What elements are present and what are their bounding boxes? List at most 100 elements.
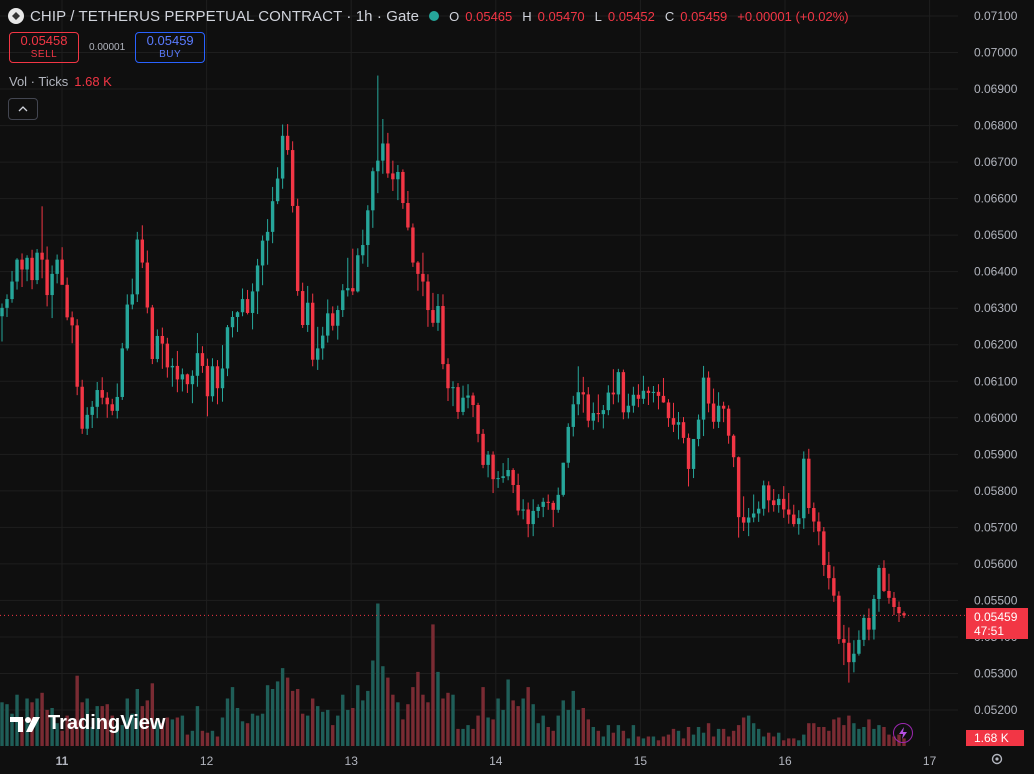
volume-bar (60, 730, 64, 746)
volume-bar (85, 698, 89, 746)
price-tick-label: 0.06000 (974, 411, 1018, 425)
candle-body (105, 397, 109, 405)
candle-body (536, 506, 540, 511)
candle-body (381, 143, 385, 161)
volume-bar (822, 727, 826, 746)
volume-bar (666, 734, 671, 746)
price-axis[interactable]: 0.07100 0.07000 0.06900 0.06800 0.06700 0.066… (974, 9, 1018, 717)
candle-body (150, 307, 155, 359)
volume-bar (225, 698, 230, 746)
price-tick-label: 0.06400 (974, 265, 1018, 279)
volume-bar (611, 732, 616, 746)
symbol-title[interactable]: CHIP / TETHERUS PERPETUAL CONTRACT · 1h … (30, 7, 420, 25)
candle-body (331, 313, 335, 326)
volume-bar (506, 679, 510, 746)
volume-bar (656, 740, 661, 746)
sell-label: SELL (30, 48, 58, 60)
candle-body (596, 413, 601, 415)
volume-bar (802, 734, 806, 746)
candle-body (270, 201, 275, 232)
candle-body (290, 150, 295, 206)
volume-bar (265, 685, 270, 746)
volume-bar (215, 736, 220, 746)
volume-bar (260, 713, 265, 746)
candle-body (40, 252, 44, 260)
candle-body (631, 394, 636, 406)
candle-body (897, 606, 901, 614)
volume-bar (746, 715, 751, 746)
candle-body (586, 394, 591, 421)
price-tick-label: 0.07000 (974, 46, 1018, 60)
volume-legend[interactable]: Vol · Ticks 1.68 K (9, 74, 112, 89)
volume-bar (150, 683, 155, 746)
candle-body (275, 178, 280, 202)
candle-body (902, 613, 906, 616)
candle-body (310, 302, 315, 360)
buy-button[interactable]: 0.05459 BUY (135, 32, 206, 63)
candle-body (852, 653, 856, 663)
volume-bar (777, 732, 781, 746)
volume-bar (591, 727, 596, 746)
volume-bar (511, 700, 515, 746)
volume-bar (772, 736, 776, 746)
sell-button[interactable]: 0.05458 SELL (9, 32, 79, 63)
candle-body (877, 567, 881, 599)
tradingview-logo-icon (10, 716, 40, 732)
candle-body (556, 494, 560, 510)
price-tick-label: 0.05500 (974, 593, 1018, 607)
candle-body (125, 304, 129, 349)
candle-body (341, 290, 345, 311)
candle-body (406, 203, 410, 228)
candle-body (411, 227, 415, 263)
candle-body (20, 259, 24, 270)
time-axis[interactable]: 11 12 13 14 15 16 17 (56, 754, 937, 768)
time-tick-label: 17 (923, 754, 937, 768)
close-label: C (664, 8, 675, 24)
candle-body (606, 392, 611, 411)
candle-body (591, 413, 596, 421)
volume-bar (336, 715, 340, 746)
volume-bar (586, 719, 591, 746)
volume-bar (341, 694, 345, 746)
volume-bar (190, 730, 195, 746)
volume-bar (436, 671, 440, 746)
candle-body (175, 365, 180, 380)
volume-bar (892, 736, 896, 746)
candle-body (546, 501, 550, 503)
collapse-legend-button[interactable] (8, 98, 38, 120)
candle-body (656, 391, 661, 396)
volume-bar (180, 715, 185, 746)
candle-body (566, 426, 570, 463)
candle-body (90, 406, 94, 415)
candle-body (797, 518, 801, 525)
candle-body (235, 312, 240, 317)
volume-bar (195, 706, 200, 746)
volume-bar (847, 715, 851, 746)
price-tick-label: 0.07100 (974, 9, 1018, 23)
candle-body (626, 405, 631, 413)
volume-bar (766, 732, 771, 746)
volume-bar (406, 704, 410, 746)
candle-body (651, 391, 656, 393)
candle-body (772, 500, 776, 506)
volume-bar (431, 624, 435, 746)
volume-bar (817, 727, 821, 746)
volume-bar (701, 732, 706, 746)
settings-button[interactable] (990, 752, 1004, 769)
volume-value-tag: 1.68 K (966, 730, 1024, 746)
price-tick-label: 0.06600 (974, 192, 1018, 206)
tradingview-logo[interactable]: TradingView (10, 712, 165, 735)
volume-bar (686, 727, 691, 746)
candle-body (741, 517, 746, 523)
volume-bar (501, 709, 505, 746)
volume-bar (676, 730, 681, 746)
lightning-button[interactable] (893, 723, 913, 743)
candle-body (551, 502, 555, 510)
candle-body (491, 454, 495, 480)
volume-bar (120, 725, 124, 746)
candle-body (827, 564, 831, 579)
volume-bar (812, 723, 816, 746)
volume-bar (35, 698, 39, 746)
candle-body (0, 307, 4, 317)
